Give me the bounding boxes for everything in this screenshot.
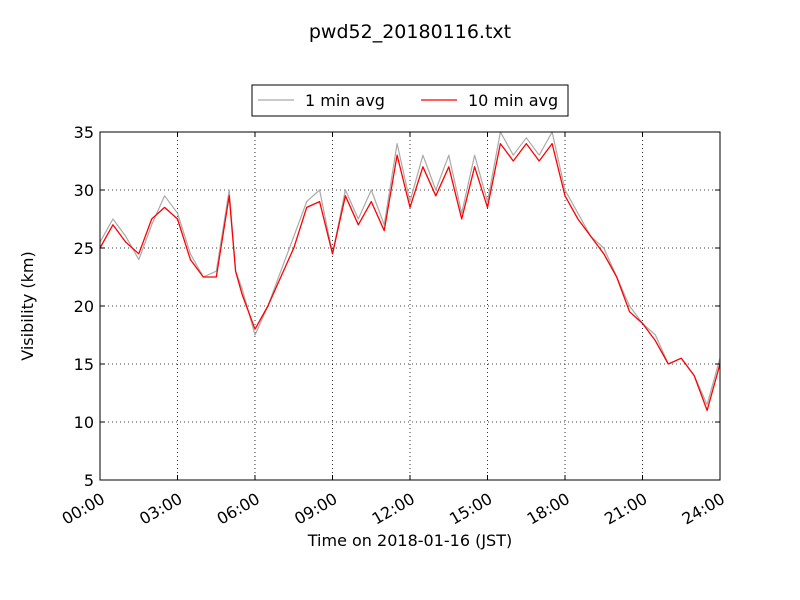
legend-label-1min: 1 min avg	[305, 91, 385, 110]
legend-label-10min: 10 min avg	[468, 91, 558, 110]
x-axis-label: Time on 2018-01-16 (JST)	[307, 531, 512, 550]
legend-box	[251, 84, 569, 117]
series-line-10min	[99, 142, 721, 412]
y-tick-label: 20	[74, 297, 94, 316]
y-tick-label: 10	[74, 413, 94, 432]
y-tick-label: 15	[74, 355, 94, 374]
y-tick-label: 25	[74, 239, 94, 258]
ticks	[99, 131, 721, 481]
legend: 1 min avg 10 min avg	[251, 84, 569, 117]
y-tick-label: 30	[74, 181, 94, 200]
chart-title: pwd52_20180116.txt	[309, 21, 511, 43]
series-layer	[99, 131, 721, 412]
grid	[100, 132, 720, 480]
y-tick-label: 35	[74, 123, 94, 142]
y-tick-label: 5	[84, 471, 94, 490]
y-axis-label: Visibility (km)	[18, 251, 37, 360]
